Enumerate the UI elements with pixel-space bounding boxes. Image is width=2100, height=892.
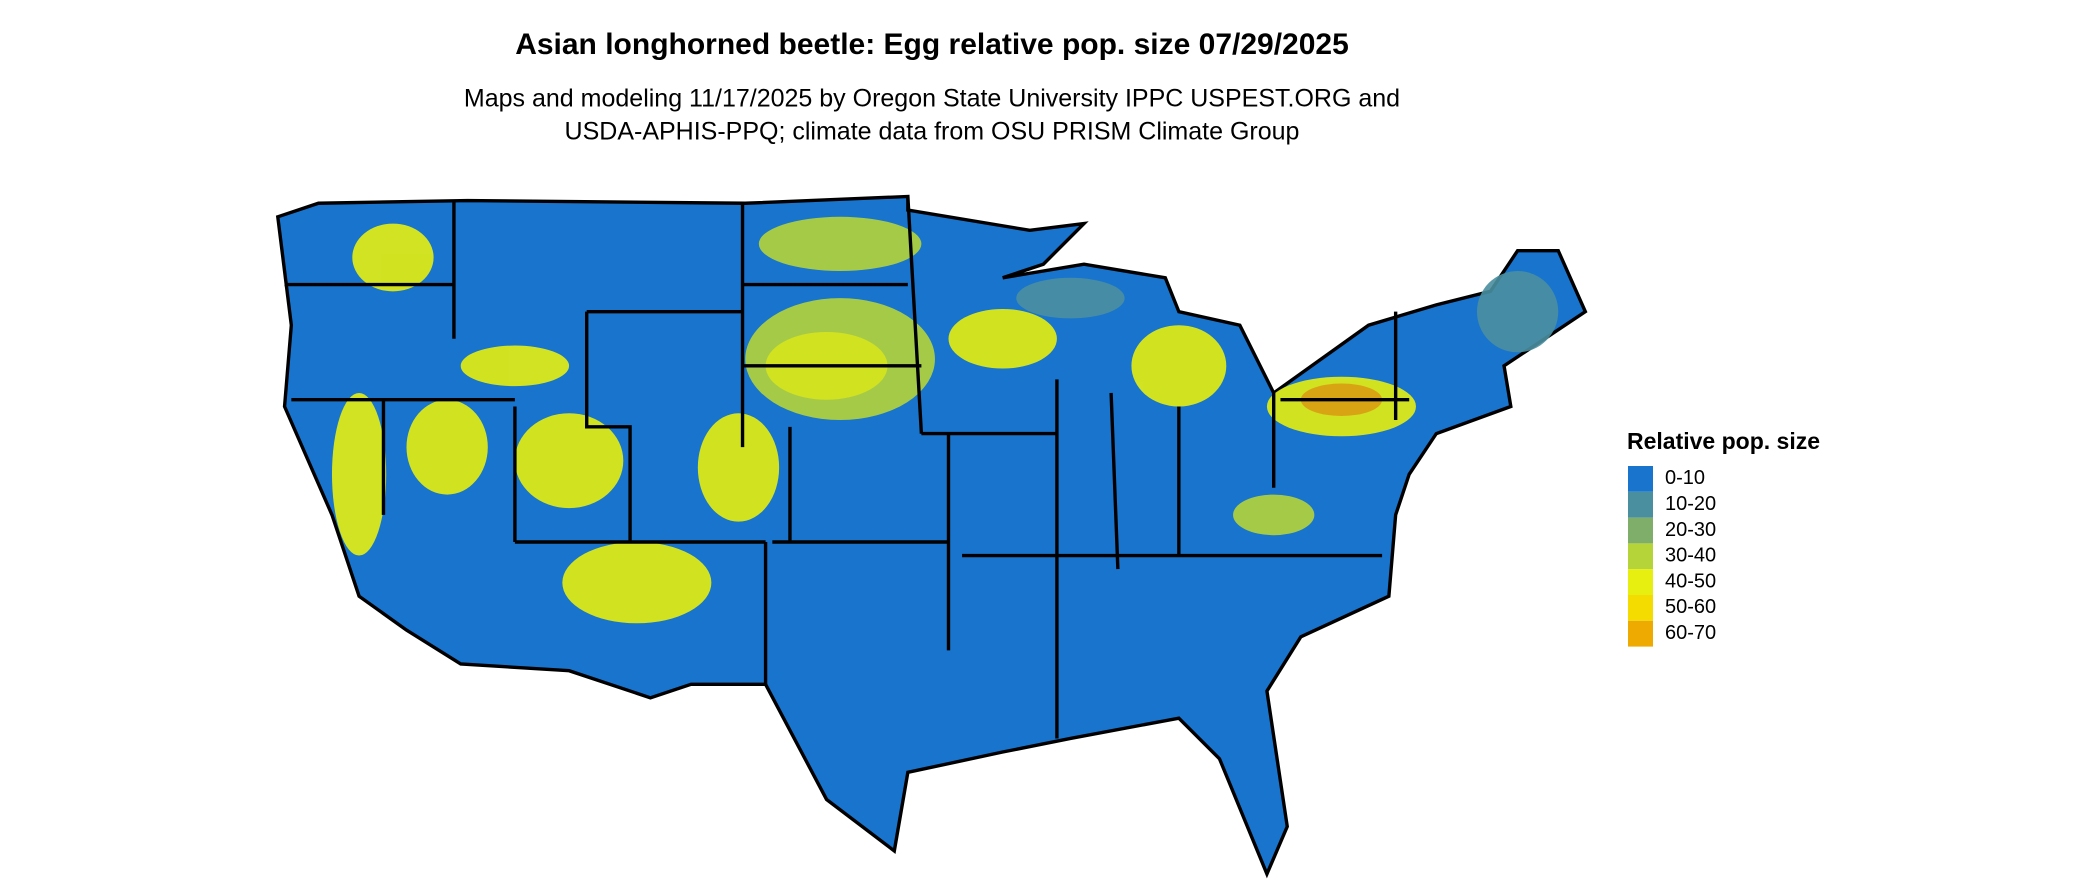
legend-title: Relative pop. size bbox=[1627, 428, 1820, 454]
us-map bbox=[275, 194, 1588, 879]
legend-swatch bbox=[1628, 517, 1653, 544]
legend-label: 10-20 bbox=[1665, 493, 1716, 515]
legend-label: 0-10 bbox=[1665, 467, 1705, 489]
legend-swatch bbox=[1628, 491, 1653, 518]
subtitle: Maps and modeling 11/17/2025 by Oregon S… bbox=[464, 85, 1400, 113]
legend-label: 30-40 bbox=[1665, 545, 1716, 567]
legend-swatch bbox=[1628, 543, 1653, 570]
legend-swatch bbox=[1628, 569, 1653, 595]
legend-label: 20-30 bbox=[1665, 519, 1716, 541]
title: Asian longhorned beetle: Egg relative po… bbox=[515, 28, 1349, 61]
us-outline bbox=[275, 194, 1588, 879]
legend-label: 50-60 bbox=[1665, 596, 1716, 618]
state-borders bbox=[284, 196, 1410, 739]
legend-swatch bbox=[1628, 595, 1653, 621]
legend-label: 60-70 bbox=[1665, 622, 1716, 644]
legend-swatch bbox=[1628, 466, 1653, 492]
legend-swatch bbox=[1628, 620, 1653, 647]
suitability-areas bbox=[331, 216, 1559, 624]
legend-label: 40-50 bbox=[1665, 570, 1716, 592]
subtitle: USDA-APHIS-PPQ; climate data from OSU PR… bbox=[565, 118, 1300, 146]
legend: Relative pop. size 0-10 10-20 20-30 30-40 40… bbox=[1627, 428, 1820, 647]
